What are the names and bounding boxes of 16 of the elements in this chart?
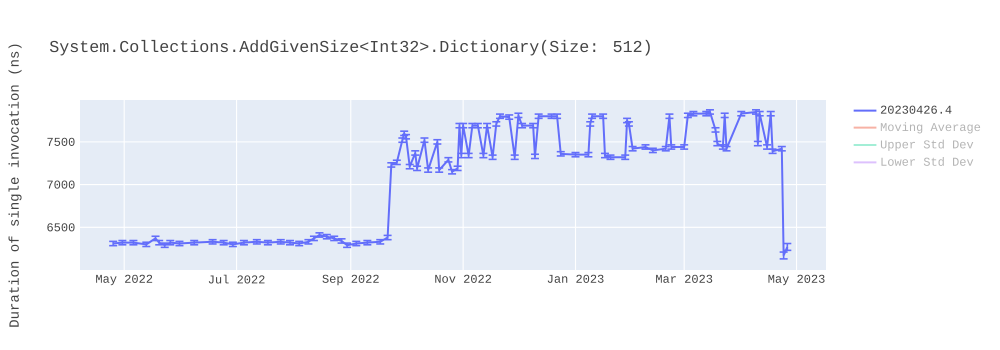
y-tick-label: 7500 xyxy=(47,138,75,146)
legend-label: 20230426.4 xyxy=(880,106,952,114)
x-tick-label: Jul 2022 xyxy=(208,274,265,284)
x-tick-label: Jan 2023 xyxy=(548,274,604,283)
y-tick-label: 7000 xyxy=(47,180,75,189)
x-tick-label: May 2022 xyxy=(96,274,152,286)
x-tick-label: Nov 2022 xyxy=(435,274,492,283)
x-tick-label: May 2023 xyxy=(768,274,825,286)
legend-label: Moving Average xyxy=(880,122,980,134)
chart-title: System.Collections.AddGivenSize<Int32>.Dictionary(Size: 512) xyxy=(50,40,650,56)
y-axis-title: Duration of single invocation (ns) xyxy=(8,44,22,327)
x-tick-label: Sep 2022 xyxy=(322,274,379,286)
legend-label: Lower Std Dev xyxy=(881,157,974,166)
x-tick-label: Mar 2023 xyxy=(656,274,712,283)
y-tick-label: 6500 xyxy=(47,223,75,232)
legend-label: Upper Std Dev xyxy=(880,140,974,151)
